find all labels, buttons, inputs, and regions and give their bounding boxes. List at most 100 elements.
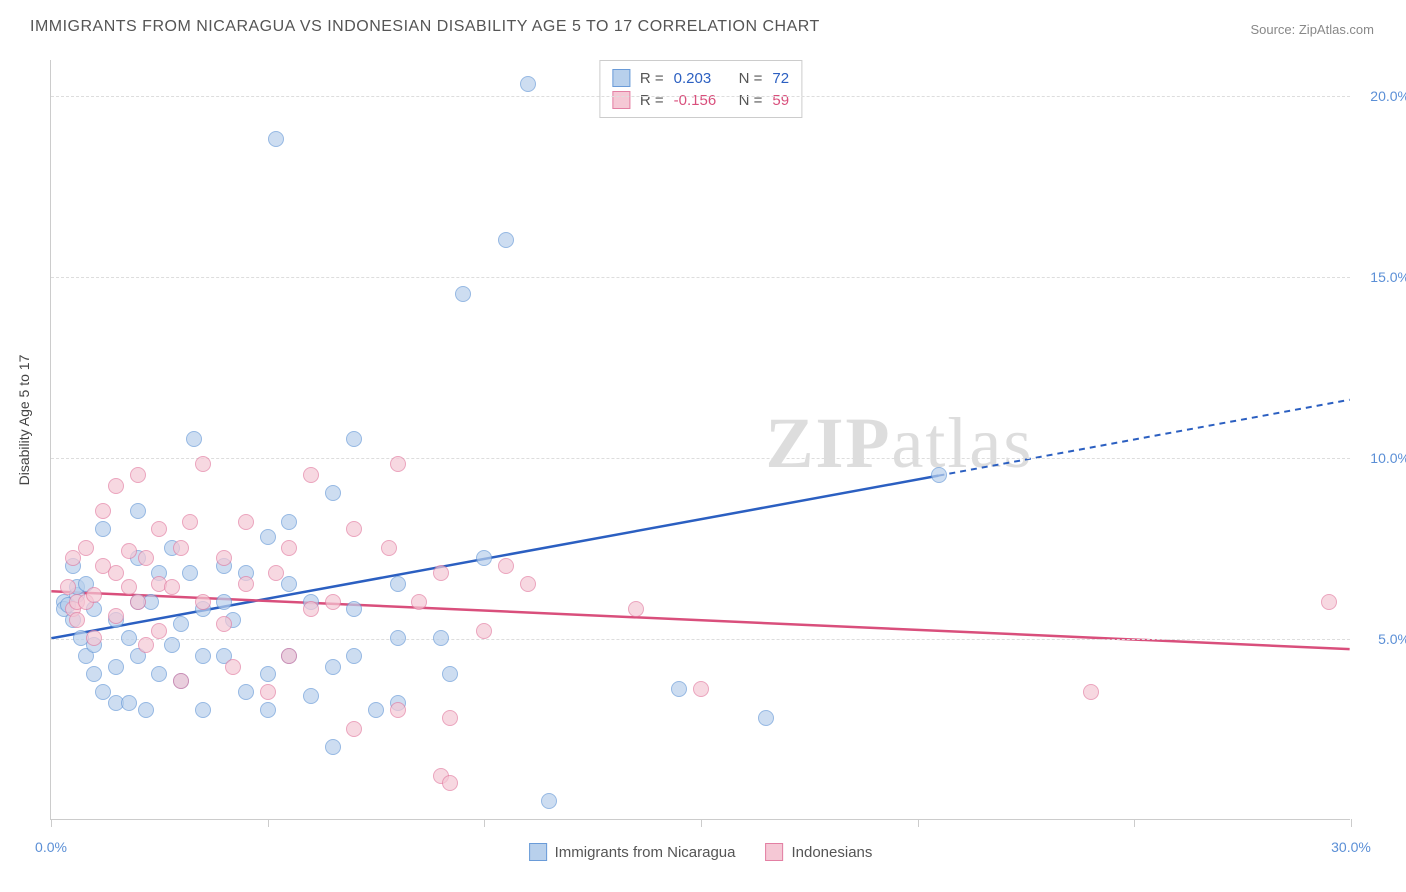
data-point xyxy=(121,630,137,646)
y-axis-title: Disability Age 5 to 17 xyxy=(16,355,32,486)
data-point xyxy=(108,565,124,581)
legend-series-name: Immigrants from Nicaragua xyxy=(555,844,736,861)
data-point xyxy=(520,76,536,92)
legend-series-item: Indonesians xyxy=(765,843,872,861)
data-point xyxy=(325,659,341,675)
data-point xyxy=(693,681,709,697)
data-point xyxy=(173,540,189,556)
legend-n-value: 72 xyxy=(772,70,789,87)
data-point xyxy=(281,648,297,664)
data-point xyxy=(173,673,189,689)
data-point xyxy=(303,601,319,617)
data-point xyxy=(442,710,458,726)
source-label: Source: ZipAtlas.com xyxy=(1250,22,1374,37)
data-point xyxy=(368,702,384,718)
data-point xyxy=(498,558,514,574)
data-point xyxy=(121,579,137,595)
data-point xyxy=(442,666,458,682)
x-tick xyxy=(484,819,485,827)
chart-title: IMMIGRANTS FROM NICARAGUA VS INDONESIAN … xyxy=(30,18,820,36)
legend-swatch xyxy=(529,843,547,861)
data-point xyxy=(78,540,94,556)
data-point xyxy=(164,579,180,595)
y-tick-label: 5.0% xyxy=(1355,631,1406,647)
data-point xyxy=(86,587,102,603)
source-name: ZipAtlas.com xyxy=(1299,22,1374,37)
data-point xyxy=(86,666,102,682)
data-point xyxy=(260,684,276,700)
data-point xyxy=(476,623,492,639)
legend-n-label: N = xyxy=(739,70,763,87)
data-point xyxy=(65,550,81,566)
legend-series-item: Immigrants from Nicaragua xyxy=(529,843,736,861)
data-point xyxy=(260,702,276,718)
gridline xyxy=(51,639,1350,640)
data-point xyxy=(186,431,202,447)
data-point xyxy=(195,594,211,610)
data-point xyxy=(260,666,276,682)
data-point xyxy=(476,550,492,566)
y-tick-label: 15.0% xyxy=(1355,269,1406,285)
y-tick-label: 10.0% xyxy=(1355,450,1406,466)
data-point xyxy=(325,485,341,501)
data-point xyxy=(390,630,406,646)
legend-bottom: Immigrants from Nicaragua Indonesians xyxy=(529,843,873,861)
regression-lines-svg xyxy=(51,60,1350,819)
data-point xyxy=(151,623,167,639)
data-point xyxy=(498,232,514,248)
plot-area: ZIPatlas R = 0.203N = 72R = -0.156N = 59… xyxy=(50,60,1350,820)
legend-r-value: 0.203 xyxy=(674,70,729,87)
data-point xyxy=(138,550,154,566)
x-tick-label: 30.0% xyxy=(1331,839,1371,855)
x-tick xyxy=(918,819,919,827)
data-point xyxy=(433,630,449,646)
data-point xyxy=(151,521,167,537)
data-point xyxy=(325,739,341,755)
legend-r-label: R = xyxy=(640,70,664,87)
data-point xyxy=(130,503,146,519)
data-point xyxy=(268,131,284,147)
data-point xyxy=(138,637,154,653)
data-point xyxy=(390,702,406,718)
data-point xyxy=(281,576,297,592)
legend-swatch xyxy=(612,91,630,109)
data-point xyxy=(390,576,406,592)
data-point xyxy=(238,514,254,530)
data-point xyxy=(173,616,189,632)
data-point xyxy=(130,467,146,483)
data-point xyxy=(195,456,211,472)
x-tick xyxy=(51,819,52,827)
data-point xyxy=(95,521,111,537)
legend-swatch xyxy=(612,69,630,87)
gridline xyxy=(51,277,1350,278)
source-prefix: Source: xyxy=(1250,22,1298,37)
data-point xyxy=(121,695,137,711)
data-point xyxy=(195,648,211,664)
data-point xyxy=(69,612,85,628)
x-tick xyxy=(701,819,702,827)
data-point xyxy=(216,616,232,632)
data-point xyxy=(151,666,167,682)
data-point xyxy=(346,601,362,617)
data-point xyxy=(281,540,297,556)
gridline xyxy=(51,96,1350,97)
data-point xyxy=(216,550,232,566)
data-point xyxy=(411,594,427,610)
data-point xyxy=(121,543,137,559)
legend-r-label: R = xyxy=(640,92,664,109)
data-point xyxy=(931,467,947,483)
data-point xyxy=(346,521,362,537)
data-point xyxy=(671,681,687,697)
data-point xyxy=(442,775,458,791)
data-point xyxy=(164,637,180,653)
legend-n-value: 59 xyxy=(772,92,789,109)
legend-r-value: -0.156 xyxy=(674,92,729,109)
data-point xyxy=(268,565,284,581)
x-tick xyxy=(268,819,269,827)
x-tick xyxy=(1351,819,1352,827)
data-point xyxy=(346,431,362,447)
data-point xyxy=(381,540,397,556)
legend-swatch xyxy=(765,843,783,861)
legend-stats-box: R = 0.203N = 72R = -0.156N = 59 xyxy=(599,60,802,118)
data-point xyxy=(138,702,154,718)
